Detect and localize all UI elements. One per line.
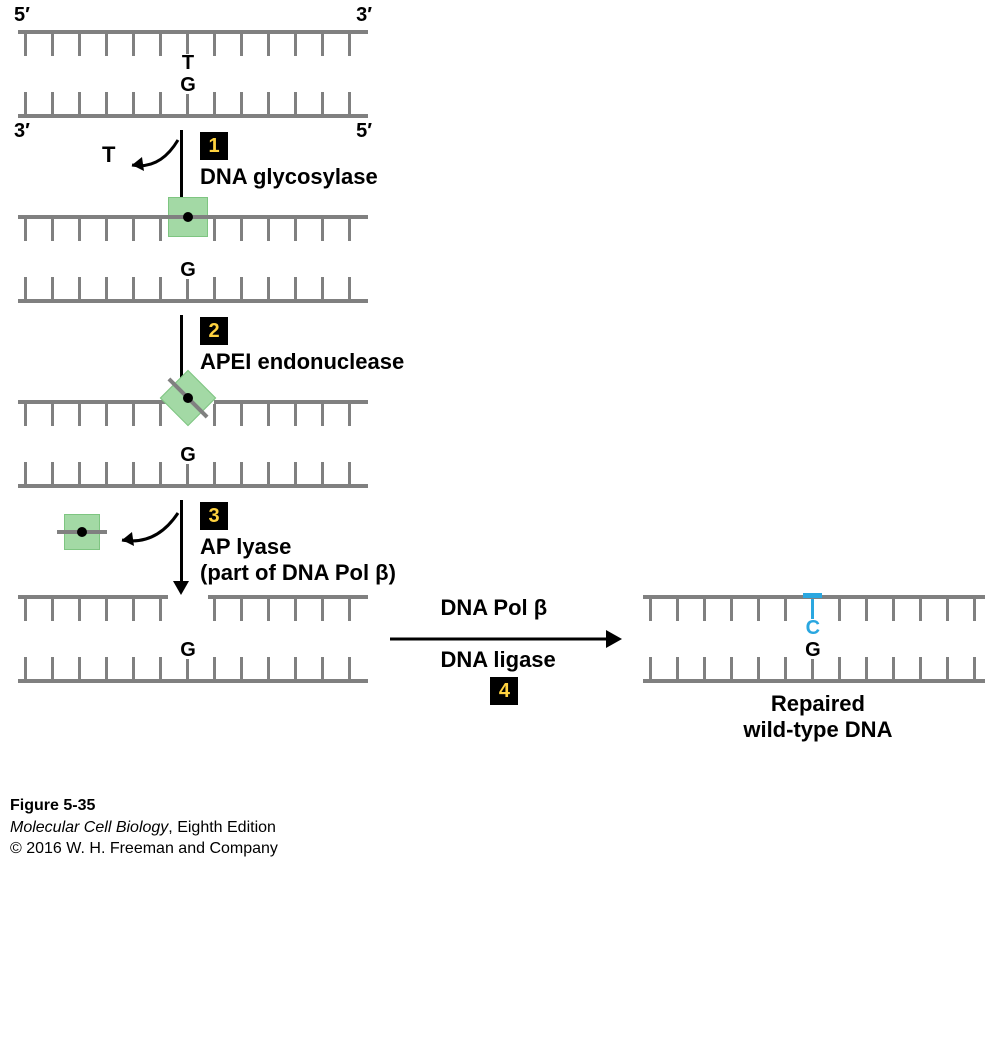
- backbone-bottom: [18, 299, 368, 303]
- backbone-top-right: [208, 595, 368, 599]
- dna-stage-2: G: [18, 215, 368, 303]
- book-edition: , Eighth Edition: [168, 819, 276, 836]
- backbone-bottom: [18, 114, 368, 118]
- backbone-top-left: [18, 595, 168, 599]
- repaired-line1: Repaired: [643, 691, 985, 717]
- base-G: G: [178, 259, 198, 282]
- dna-stage-4: G: [18, 595, 368, 683]
- flick-label-T: T: [102, 142, 115, 168]
- step-4-label-top: DNA Pol β: [440, 595, 547, 621]
- step-1-arrow: T 1 DNA glycosylase: [180, 130, 975, 215]
- repaired-line2: wild-type DNA: [643, 717, 985, 743]
- step-3-label-1: AP lyase: [200, 534, 291, 560]
- book-title: Molecular Cell Biology: [10, 819, 168, 836]
- step-3-arrow: 3 AP lyase (part of DNA Pol β): [180, 500, 975, 595]
- label-3prime-bl: 3′: [14, 120, 30, 143]
- step-4-label-bottom: DNA ligase: [440, 647, 555, 673]
- base-C-new: C: [803, 617, 823, 640]
- base-G: G: [178, 444, 198, 467]
- repaired-label: Repaired wild-type DNA: [643, 691, 985, 743]
- backbone-bottom: [18, 679, 368, 683]
- flick-arrow-T: [120, 135, 180, 175]
- step-4-arrow: DNA Pol β DNA ligase 4: [390, 595, 620, 683]
- step-3-badge: 3: [200, 502, 228, 530]
- backbone-bottom: [643, 679, 985, 683]
- step-2-arrow: 2 APEI endonuclease: [180, 315, 975, 400]
- step-2-badge: 2: [200, 317, 228, 345]
- step-4-badge: 4: [490, 677, 518, 705]
- base-G: G: [803, 639, 823, 662]
- base-G: G: [178, 74, 198, 97]
- dna-stage-1: /*placeholder*/ T G 5′ 3′ 3′ 5′: [18, 30, 368, 118]
- label-3prime-tr: 3′: [356, 4, 372, 27]
- step-1-label: DNA glycosylase: [200, 164, 378, 190]
- dna-stage-3: G: [18, 400, 368, 488]
- base-T: T: [178, 52, 198, 75]
- flick-arrow-ap: [108, 508, 180, 550]
- step-3-label-2: (part of DNA Pol β): [200, 560, 396, 586]
- backbone-top-left: [18, 400, 166, 404]
- step-2-label: APEI endonuclease: [200, 349, 404, 375]
- backbone-top-right: [214, 400, 368, 404]
- copyright: © 2016 W. H. Freeman and Company: [10, 838, 975, 860]
- dna-stage-5: C G Repaired wild-type DNA: [643, 595, 985, 683]
- base-G: G: [178, 639, 198, 662]
- figure-caption: Figure 5-35 Molecular Cell Biology, Eigh…: [10, 795, 975, 860]
- diagram-root: /*placeholder*/ T G 5′ 3′ 3′ 5′ T 1 DNA …: [10, 10, 975, 860]
- backbone-bottom: [18, 484, 368, 488]
- label-5prime-tl: 5′: [14, 4, 30, 27]
- step-1-badge: 1: [200, 132, 228, 160]
- figure-number: Figure 5-35: [10, 797, 95, 814]
- backbone-top: [18, 30, 368, 34]
